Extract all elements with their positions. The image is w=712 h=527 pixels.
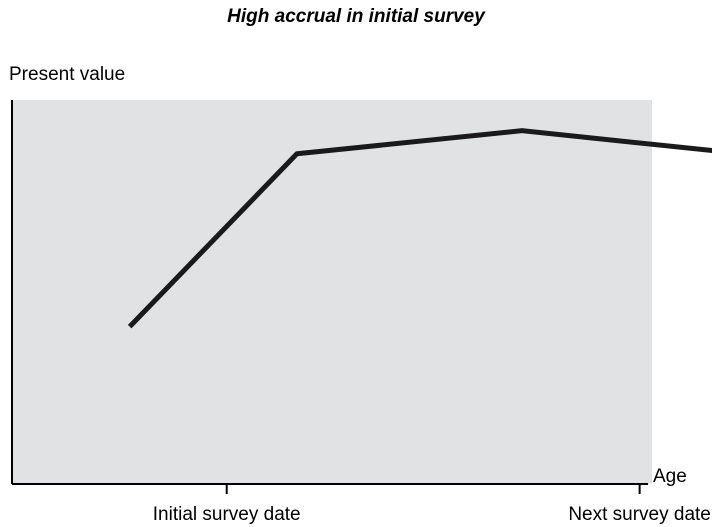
series-layer bbox=[127, 128, 712, 329]
chart-title: High accrual in initial survey bbox=[227, 6, 485, 27]
x-tick-layer: Initial survey date Next survey date bbox=[153, 484, 711, 525]
x-tick-label-1: Initial survey date bbox=[153, 504, 301, 525]
x-tick-label-2: Next survey date bbox=[568, 504, 711, 525]
series-line-1 bbox=[127, 128, 712, 329]
y-axis-label: Present value bbox=[9, 64, 126, 85]
x-axis-label: Age bbox=[653, 466, 687, 487]
plot-area bbox=[12, 100, 652, 484]
